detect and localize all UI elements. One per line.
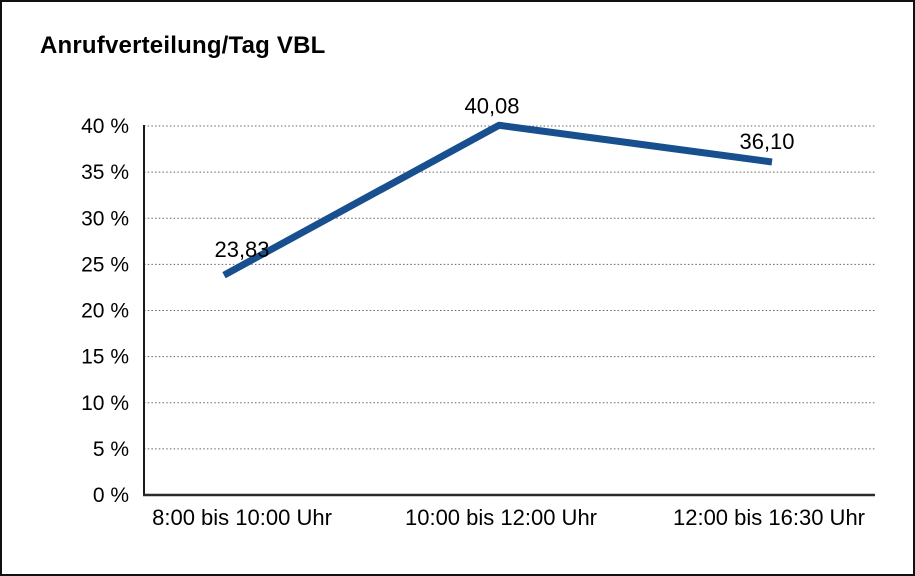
y-tick-label: 10 % [81, 392, 129, 415]
y-tick-label: 15 % [81, 346, 129, 369]
y-tick-label: 5 % [93, 438, 129, 461]
data-label: 36,10 [739, 129, 794, 154]
y-tick-label: 30 % [81, 207, 129, 230]
y-tick-label: 35 % [81, 161, 129, 184]
y-tick-label: 20 % [81, 300, 129, 323]
data-label: 23,83 [214, 237, 269, 262]
data-label: 40,08 [464, 93, 519, 118]
y-tick-label: 40 % [81, 115, 129, 138]
chart-title: Anrufverteilung/Tag VBL [40, 32, 326, 59]
x-category-label: 12:00 bis 16:30 Uhr [673, 505, 865, 530]
x-category-label: 10:00 bis 12:00 Uhr [405, 505, 597, 530]
y-tick-label: 25 % [81, 253, 129, 276]
y-tick-label: 0 % [93, 484, 129, 507]
series-line [222, 121, 773, 279]
x-category-label: 8:00 bis 10:00 Uhr [152, 505, 332, 530]
